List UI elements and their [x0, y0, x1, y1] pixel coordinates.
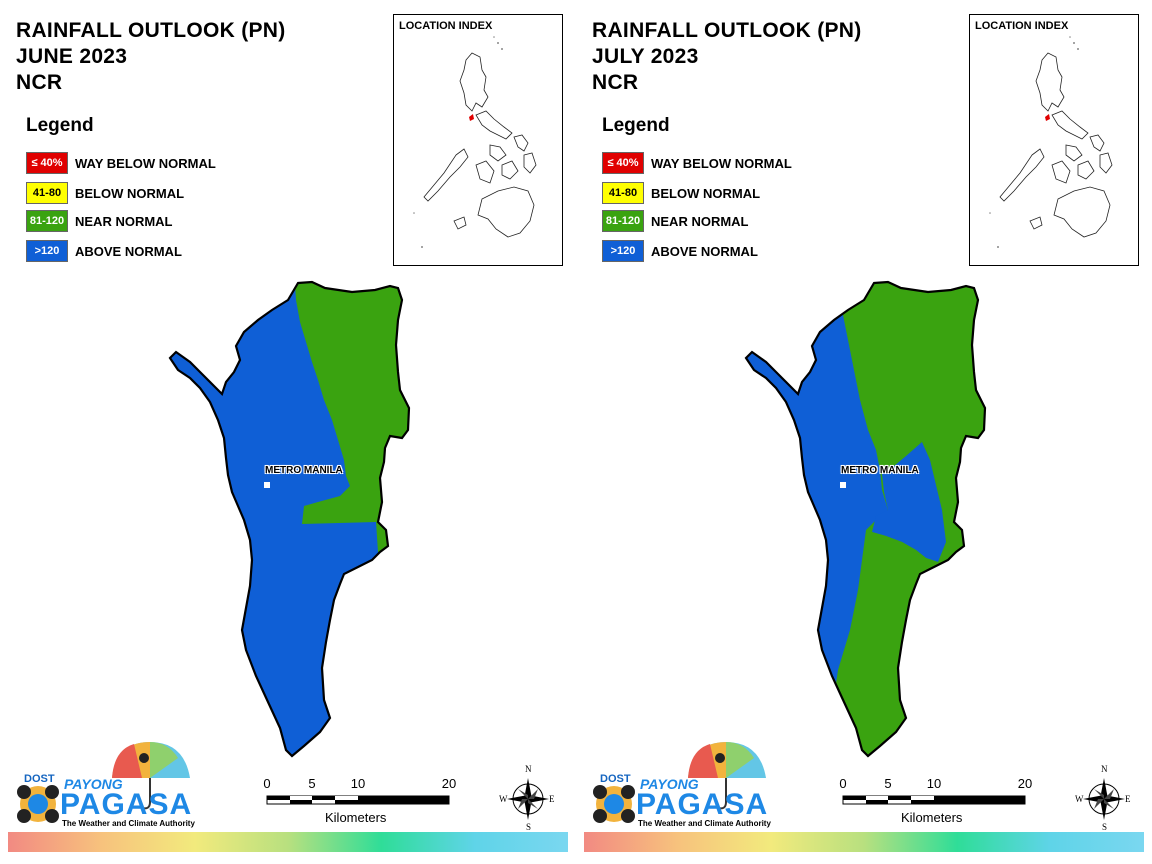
footer-gradient-bar — [584, 832, 1144, 852]
philippines-outline-icon — [989, 36, 1113, 248]
compass-s: S — [526, 822, 532, 832]
payong-text: PAYONG — [640, 776, 699, 792]
scale-tick: 5 — [308, 776, 316, 791]
scale-tick: 20 — [1017, 776, 1033, 791]
legend-label: WAY BELOW NORMAL — [651, 155, 792, 171]
scale-bar: 0 5 10 20 Kilometers — [831, 776, 1041, 826]
title-line-1: RAINFALL OUTLOOK (PN) — [16, 19, 286, 42]
legend-item-below: 41-80 BELOW NORMAL — [602, 181, 760, 205]
legend-item-above: >120 ABOVE NORMAL — [602, 239, 758, 263]
ncr-rainfall-map — [168, 280, 411, 758]
pagasa-logo: DOST PAYONG PAGASA The Weather and Clima… — [592, 740, 772, 830]
payong-text: PAYONG — [64, 776, 123, 792]
compass-e: E — [549, 794, 555, 804]
legend-title: Legend — [26, 115, 94, 136]
location-index-inset: LOCATION INDEX — [393, 14, 563, 266]
legend-swatch: 41-80 — [26, 182, 68, 204]
tagline-text: The Weather and Climate Authority — [638, 819, 771, 828]
legend-item-near: 81-120 NEAR NORMAL — [26, 209, 173, 233]
philippines-outline-icon — [413, 36, 537, 248]
legend-swatch: ≤ 40% — [602, 152, 644, 174]
pagasa-text: PAGASA — [636, 788, 769, 821]
compass-s: S — [1102, 822, 1108, 832]
dost-text: DOST — [24, 773, 55, 785]
title-line-1: RAINFALL OUTLOOK (PN) — [592, 19, 862, 42]
legend-label: ABOVE NORMAL — [651, 243, 758, 259]
ncr-rainfall-map — [744, 280, 987, 758]
umbrella-logo-icon — [17, 742, 190, 823]
title-line-3: NCR — [592, 71, 639, 94]
scale-tick: 5 — [884, 776, 892, 791]
legend-swatch: >120 — [602, 240, 644, 262]
map-title: RAINFALL OUTLOOK (PN) JUNE 2023 NCR — [16, 18, 286, 96]
scale-tick: 10 — [926, 776, 942, 791]
title-line-2: JUNE 2023 — [16, 45, 128, 68]
location-index-inset: LOCATION INDEX — [969, 14, 1139, 266]
ncr-marker — [1045, 114, 1050, 121]
region-above-normal-inner — [872, 442, 946, 562]
compass-e: E — [1125, 794, 1131, 804]
umbrella-logo-icon — [593, 742, 766, 823]
map-label-metro-manila: METRO MANILA — [265, 465, 343, 476]
metro-manila-marker — [264, 482, 270, 488]
compass-rose-icon — [1083, 778, 1125, 820]
compass-n: N — [1101, 764, 1108, 774]
legend-label: BELOW NORMAL — [651, 185, 761, 201]
compass-n: N — [525, 764, 532, 774]
compass-w: W — [1075, 794, 1084, 804]
legend-label: NEAR NORMAL — [651, 213, 749, 229]
title-line-2: JULY 2023 — [592, 45, 699, 68]
scale-units: Kilometers — [325, 810, 387, 825]
inset-title: LOCATION INDEX — [975, 20, 1069, 32]
region-above-normal — [170, 282, 409, 756]
scale-tick: 20 — [441, 776, 457, 791]
scale-bar: 0 5 10 20 Kilometers — [255, 776, 465, 826]
compass-rose: N S E W — [498, 764, 558, 832]
region-near-normal-south — [832, 532, 938, 756]
legend-swatch: ≤ 40% — [26, 152, 68, 174]
panel-june-2023: RAINFALL OUTLOOK (PN) JUNE 2023 NCR Lege… — [8, 14, 568, 852]
legend-label: WAY BELOW NORMAL — [75, 155, 216, 171]
legend-swatch: >120 — [26, 240, 68, 262]
legend-item-way-below: ≤ 40% WAY BELOW NORMAL — [26, 151, 216, 175]
panel-july-2023: RAINFALL OUTLOOK (PN) JULY 2023 NCR Lege… — [576, 0, 1152, 864]
dost-text: DOST — [600, 773, 631, 785]
legend-swatch: 81-120 — [26, 210, 68, 232]
legend-swatch: 81-120 — [602, 210, 644, 232]
legend-label: ABOVE NORMAL — [75, 243, 182, 259]
legend-item-way-below: ≤ 40% WAY BELOW NORMAL — [602, 151, 792, 175]
scale-tick: 10 — [350, 776, 366, 791]
scale-units: Kilometers — [901, 810, 963, 825]
scale-tick: 0 — [263, 776, 271, 791]
legend-swatch: 41-80 — [602, 182, 644, 204]
map-title: RAINFALL OUTLOOK (PN) JULY 2023 NCR — [592, 18, 862, 96]
compass-rose-icon — [507, 778, 549, 820]
legend-label: NEAR NORMAL — [75, 213, 173, 229]
legend-title: Legend — [602, 115, 670, 136]
legend-label: BELOW NORMAL — [75, 185, 185, 201]
tagline-text: The Weather and Climate Authority — [62, 819, 195, 828]
metro-manila-marker — [840, 482, 846, 488]
title-line-3: NCR — [16, 71, 63, 94]
footer-gradient-bar — [8, 832, 568, 852]
compass-rose: N S E W — [1074, 764, 1134, 832]
map-label-metro-manila: METRO MANILA — [841, 465, 919, 476]
inset-title: LOCATION INDEX — [399, 20, 493, 32]
pagasa-text: PAGASA — [60, 788, 193, 821]
ncr-marker — [469, 114, 474, 121]
scale-tick: 0 — [839, 776, 847, 791]
legend-item-below: 41-80 BELOW NORMAL — [26, 181, 184, 205]
legend-item-above: >120 ABOVE NORMAL — [26, 239, 182, 263]
compass-w: W — [499, 794, 508, 804]
legend-item-near: 81-120 NEAR NORMAL — [602, 209, 749, 233]
pagasa-logo: DOST PAYONG PAGASA The Weather and Clima… — [16, 740, 196, 830]
